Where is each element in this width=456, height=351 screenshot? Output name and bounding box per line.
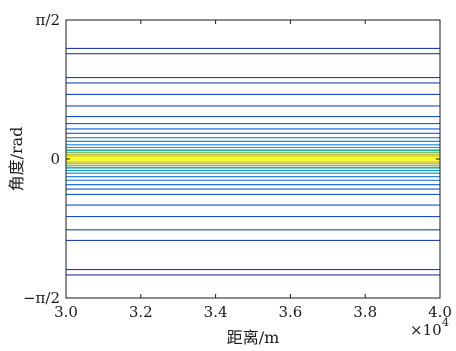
x-tick-label-0: 3.0 <box>54 303 78 321</box>
x-tick-label-4: 3.8 <box>353 303 377 321</box>
x-tick-label-3: 3.6 <box>278 303 302 321</box>
x-tick-label-2: 3.4 <box>204 303 228 321</box>
y-tick-label-2: π/2 <box>36 11 60 29</box>
plot-frame <box>65 19 441 299</box>
axis-ticks <box>65 19 441 299</box>
x-tick-label-1: 3.2 <box>129 303 153 321</box>
x-tick-label-5: 4.0 <box>428 303 452 321</box>
y-tick-label-0: −π/2 <box>23 289 60 307</box>
axis-tick-labels: 3.0 3.2 3.4 3.6 3.8 4.0 −π/2 0 π/2 <box>23 11 452 321</box>
x-multiplier-exponent: 4 <box>442 316 449 329</box>
x-axis-label: 距离/m <box>227 328 280 347</box>
y-axis-label: 角度/rad <box>7 127 26 192</box>
x-multiplier-label: ×10 <box>410 321 442 339</box>
contour-lines <box>66 47 440 276</box>
y-tick-label-1: 0 <box>50 150 60 168</box>
